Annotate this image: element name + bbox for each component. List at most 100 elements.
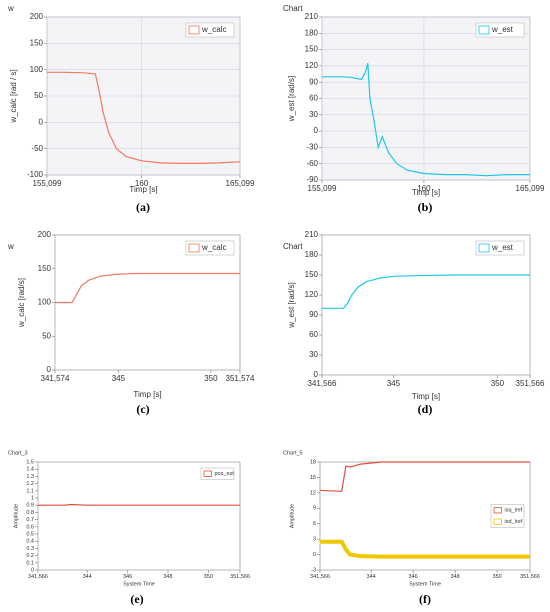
y-tick-label: 18 [310, 459, 316, 465]
x-tick-label: 346 [123, 574, 132, 580]
y-tick-label: 6 [313, 521, 316, 527]
x-tick-label: 160 [135, 179, 149, 188]
y-tick-label: 150 [305, 45, 319, 54]
y-tick-label: 120 [305, 61, 319, 70]
x-axis-label: System Time [409, 581, 441, 587]
y-tick-label: 3 [313, 537, 316, 543]
y-tick-label: 200 [30, 12, 44, 21]
series-line [320, 539, 530, 559]
y-tick-label: 0.8 [26, 510, 34, 516]
y-tick-label: 0 [47, 365, 52, 374]
x-axis-label: Timp [s] [129, 185, 157, 194]
y-tick-label: 12 [310, 490, 316, 496]
plot-area [37, 461, 241, 571]
x-tick-label: 165,099 [226, 179, 255, 188]
y-tick-label: 0.9 [26, 503, 34, 509]
x-tick-label: 341,566 [28, 574, 48, 580]
series-line [319, 461, 530, 492]
legend-label: w_est [491, 243, 514, 252]
chart-title: w [7, 4, 14, 13]
series-line [322, 274, 530, 309]
y-tick-label: 180 [305, 28, 319, 37]
y-tick-label: 210 [305, 230, 319, 239]
y-tick-label: 0.5 [26, 531, 34, 537]
chart-title: w [7, 242, 14, 251]
y-tick-label: 150 [30, 38, 44, 47]
y-tick-label: 0 [314, 126, 319, 135]
caption: (e) [130, 592, 143, 606]
legend-swatch [478, 243, 490, 253]
y-axis-label: w_est [rad/s] [287, 76, 296, 122]
x-tick-label: 348 [163, 574, 172, 580]
y-tick-label: 0.4 [26, 539, 34, 545]
y-tick-label: 150 [38, 264, 52, 273]
y-tick-label: 1 [31, 495, 34, 501]
caption: (f) [419, 592, 431, 606]
x-tick-label: 341,566 [310, 574, 330, 580]
y-tick-label: 1.2 [26, 481, 34, 487]
x-tick-label: 160 [417, 184, 431, 193]
legend-swatch [188, 243, 200, 253]
caption: (d) [418, 402, 433, 416]
x-tick-label: 350 [491, 379, 505, 388]
y-tick-label: 210 [305, 12, 319, 21]
y-tick-label: -50 [31, 144, 43, 153]
legend-swatch [493, 507, 502, 514]
y-tick-label: 0 [313, 552, 316, 558]
y-tick-label: 120 [305, 290, 319, 299]
x-tick-label: 344 [83, 574, 92, 580]
y-tick-label: 200 [38, 230, 52, 239]
chart-title: Chart [283, 242, 303, 251]
y-tick-label: 90 [309, 77, 318, 86]
y-axis-label: w_calc [rad / s] [9, 69, 18, 123]
y-tick-label: 30 [309, 350, 318, 359]
y-tick-label: 100 [30, 65, 44, 74]
y-tick-label: -3 [311, 567, 316, 573]
x-tick-label: 165,099 [516, 184, 545, 193]
legend-box [200, 467, 235, 480]
legend-label: w_est [491, 25, 514, 34]
x-axis-label: System Time [123, 581, 155, 587]
x-tick-label: 345 [387, 379, 401, 388]
y-tick-label: 15 [310, 475, 316, 481]
legend-label: isd_lref [505, 519, 523, 525]
x-tick-label: 351,566 [520, 574, 540, 580]
y-tick-label: 60 [309, 330, 318, 339]
x-tick-label: 346 [409, 574, 418, 580]
chart-title: Chart_5 [283, 450, 303, 456]
plot-area [54, 234, 241, 371]
y-tick-label: 1.1 [26, 488, 34, 494]
y-tick-label: 30 [309, 110, 318, 119]
x-tick-label: 155,099 [308, 184, 337, 193]
y-tick-label: 0 [31, 567, 34, 573]
y-tick-label: 9 [313, 506, 316, 512]
x-tick-label: 344 [367, 574, 376, 580]
y-tick-label: 150 [305, 270, 319, 279]
y-tick-label: 1.4 [26, 467, 34, 473]
series-line [55, 272, 240, 304]
plot-area [321, 234, 531, 376]
chart-title: Chart_3 [8, 450, 28, 456]
y-tick-label: -100 [27, 170, 44, 179]
y-axis-label: Amplitude [289, 504, 295, 528]
y-axis-label: w_calc [rad/s] [17, 278, 26, 328]
y-tick-label: 0.3 [26, 546, 34, 552]
y-axis-label: Amplitude [13, 504, 19, 528]
x-tick-label: 155,099 [33, 179, 62, 188]
y-tick-label: 0.1 [26, 560, 34, 566]
x-tick-label: 341,566 [308, 379, 337, 388]
series-line [47, 71, 241, 164]
y-tick-label: 50 [42, 331, 51, 340]
y-tick-label: 0.7 [26, 517, 34, 523]
legend-swatch [478, 25, 490, 35]
chart-title: Chart [283, 4, 303, 13]
legend-label: w_calc [201, 25, 226, 34]
x-axis-label: Timp [s] [412, 188, 440, 197]
y-tick-label: 0.2 [26, 553, 34, 559]
series-line [322, 63, 530, 177]
y-tick-label: 1.5 [26, 459, 34, 465]
x-tick-label: 348 [451, 574, 460, 580]
y-tick-label: 50 [34, 91, 43, 100]
x-tick-label: 351,574 [226, 374, 255, 383]
legend-swatch [188, 25, 200, 35]
